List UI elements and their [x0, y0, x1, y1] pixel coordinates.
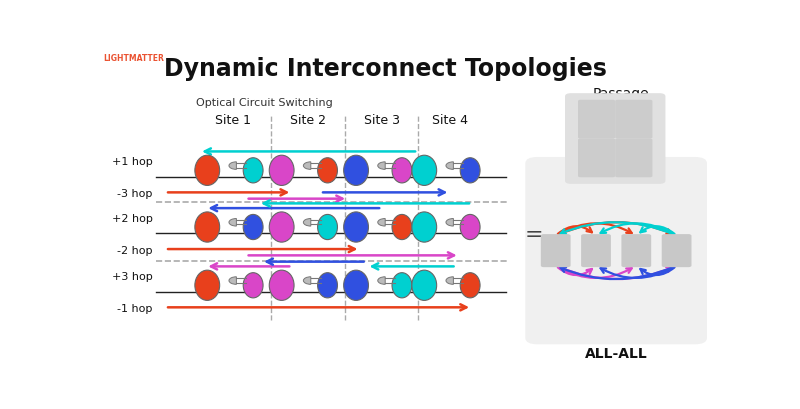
Ellipse shape [270, 270, 294, 300]
Ellipse shape [460, 214, 480, 240]
Text: +1 hop: +1 hop [112, 157, 153, 167]
Ellipse shape [344, 270, 369, 300]
Wedge shape [229, 162, 237, 169]
Text: -2 hop: -2 hop [117, 246, 153, 256]
Text: Site 4: Site 4 [432, 114, 468, 127]
Ellipse shape [318, 273, 338, 298]
Ellipse shape [344, 155, 369, 185]
Ellipse shape [392, 214, 412, 240]
Ellipse shape [460, 158, 480, 183]
Ellipse shape [243, 214, 263, 240]
Wedge shape [229, 277, 237, 284]
Ellipse shape [392, 158, 412, 183]
Text: Dynamic Interconnect Topologies: Dynamic Interconnect Topologies [164, 57, 606, 81]
Text: +2 hop: +2 hop [112, 214, 153, 224]
Ellipse shape [270, 155, 294, 185]
Wedge shape [378, 218, 386, 226]
Text: -1 hop: -1 hop [118, 304, 153, 314]
Text: Optical Circuit Switching: Optical Circuit Switching [196, 98, 333, 108]
Ellipse shape [344, 212, 369, 242]
FancyBboxPatch shape [615, 139, 653, 177]
Wedge shape [303, 162, 310, 169]
FancyBboxPatch shape [581, 234, 611, 267]
Ellipse shape [412, 155, 437, 185]
Text: =: = [525, 225, 543, 245]
Text: 2: 2 [628, 110, 640, 128]
Ellipse shape [195, 212, 220, 242]
Text: Site 2: Site 2 [290, 114, 326, 127]
Text: 4: 4 [628, 149, 640, 167]
Text: 3: 3 [631, 244, 641, 258]
Text: 1: 1 [551, 244, 561, 258]
Ellipse shape [195, 270, 220, 300]
Ellipse shape [460, 273, 480, 298]
Wedge shape [378, 277, 386, 284]
Ellipse shape [243, 158, 263, 183]
Wedge shape [446, 162, 454, 169]
Ellipse shape [318, 158, 338, 183]
Text: 2: 2 [591, 244, 601, 258]
Wedge shape [229, 218, 237, 226]
FancyBboxPatch shape [622, 234, 651, 267]
Text: 3: 3 [591, 149, 602, 167]
FancyBboxPatch shape [578, 100, 615, 139]
Ellipse shape [270, 212, 294, 242]
FancyBboxPatch shape [541, 234, 570, 267]
Text: -3 hop: -3 hop [118, 189, 153, 199]
Wedge shape [446, 218, 454, 226]
Text: LIGHTMATTER: LIGHTMATTER [103, 54, 164, 63]
FancyBboxPatch shape [615, 100, 653, 139]
Text: +3 hop: +3 hop [112, 272, 153, 282]
Ellipse shape [318, 214, 338, 240]
Text: Site 1: Site 1 [215, 114, 251, 127]
FancyBboxPatch shape [578, 139, 615, 177]
Text: Site 3: Site 3 [364, 114, 400, 127]
Ellipse shape [195, 155, 220, 185]
Wedge shape [303, 277, 310, 284]
Text: ALL-ALL: ALL-ALL [585, 348, 647, 362]
Wedge shape [303, 218, 310, 226]
Text: Passage: Passage [593, 87, 649, 101]
Text: 4: 4 [672, 244, 682, 258]
Ellipse shape [243, 273, 263, 298]
FancyBboxPatch shape [526, 157, 707, 344]
Ellipse shape [392, 273, 412, 298]
Ellipse shape [412, 270, 437, 300]
Text: 1: 1 [591, 110, 602, 128]
FancyBboxPatch shape [662, 234, 691, 267]
Ellipse shape [412, 212, 437, 242]
FancyBboxPatch shape [565, 93, 666, 184]
Wedge shape [446, 277, 454, 284]
Wedge shape [378, 162, 386, 169]
